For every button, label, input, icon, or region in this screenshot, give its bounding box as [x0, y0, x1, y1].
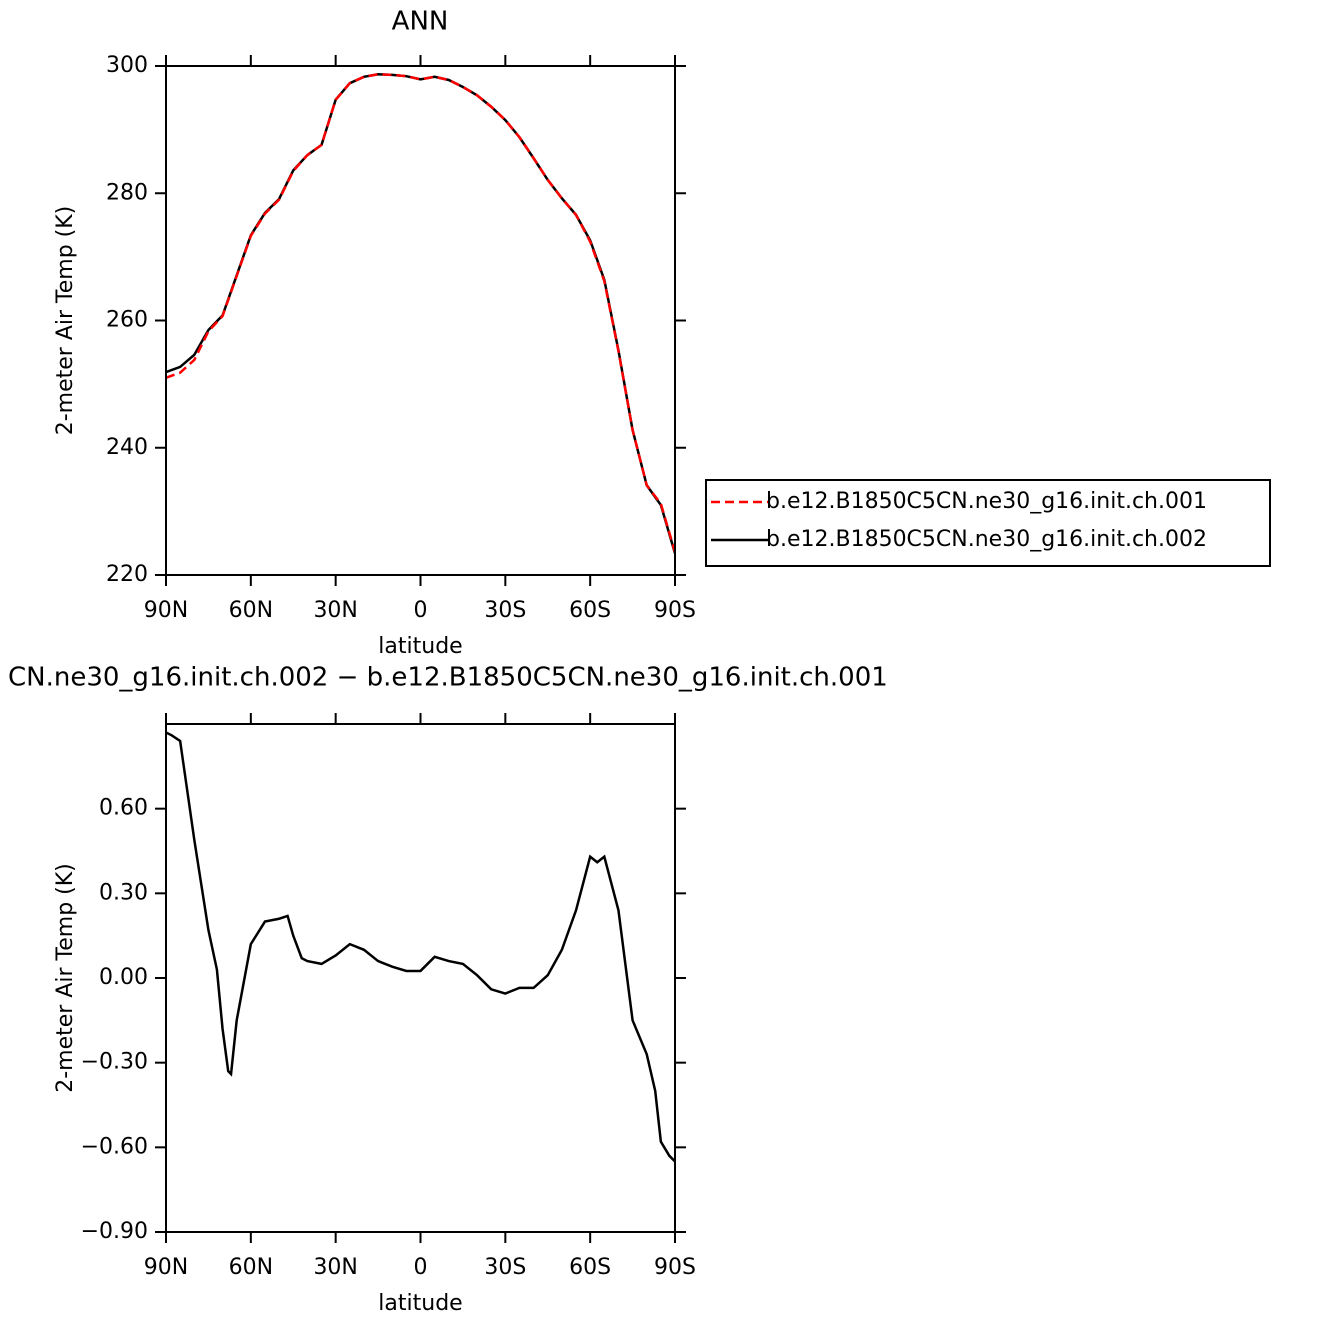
x-tick-label: 0 [414, 598, 428, 623]
x-tick-label: 60N [229, 1255, 273, 1280]
x-tick-label: 90S [654, 598, 696, 623]
legend-box [705, 479, 1271, 567]
x-axis-label: latitude [378, 634, 462, 659]
x-tick-label: 90N [144, 1255, 188, 1280]
y-tick-label: 0.30 [99, 880, 148, 905]
plot-frame [165, 723, 676, 1233]
y-tick-label: −0.60 [81, 1134, 148, 1159]
chart-title: CN.ne30_g16.init.ch.002 − b.e12.B1850C5C… [8, 663, 888, 693]
y-tick-label: 300 [106, 53, 148, 78]
y-tick-label: −0.90 [81, 1219, 148, 1244]
x-tick-label: 30N [313, 598, 357, 623]
x-tick-label: 60S [569, 598, 611, 623]
plot-frame [165, 65, 676, 576]
x-tick-label: 90N [144, 598, 188, 623]
chart-title: ANN [392, 7, 449, 37]
x-tick-label: 60S [569, 1255, 611, 1280]
x-tick-label: 30N [313, 1255, 357, 1280]
y-tick-label: 280 [106, 180, 148, 205]
y-axis-label: 2-meter Air Temp (K) [53, 206, 78, 436]
x-tick-label: 90S [654, 1255, 696, 1280]
y-tick-label: 0.60 [99, 796, 148, 821]
x-tick-label: 60N [229, 598, 273, 623]
legend-label: b.e12.B1850C5CN.ne30_g16.init.ch.002 [766, 527, 1207, 552]
data-line [166, 73, 675, 553]
x-tick-label: 0 [414, 1255, 428, 1280]
y-tick-label: 240 [106, 435, 148, 460]
y-axis-label: 2-meter Air Temp (K) [53, 863, 78, 1093]
x-tick-label: 30S [484, 1255, 526, 1280]
y-tick-label: −0.30 [81, 1050, 148, 1075]
y-tick-label: 0.00 [99, 965, 148, 990]
legend-label: b.e12.B1850C5CN.ne30_g16.init.ch.001 [766, 489, 1207, 514]
y-tick-label: 220 [106, 562, 148, 587]
x-axis-label: latitude [378, 1291, 462, 1316]
y-tick-label: 260 [106, 308, 148, 333]
data-line [166, 73, 675, 554]
data-line [166, 731, 675, 1163]
x-tick-label: 30S [484, 598, 526, 623]
